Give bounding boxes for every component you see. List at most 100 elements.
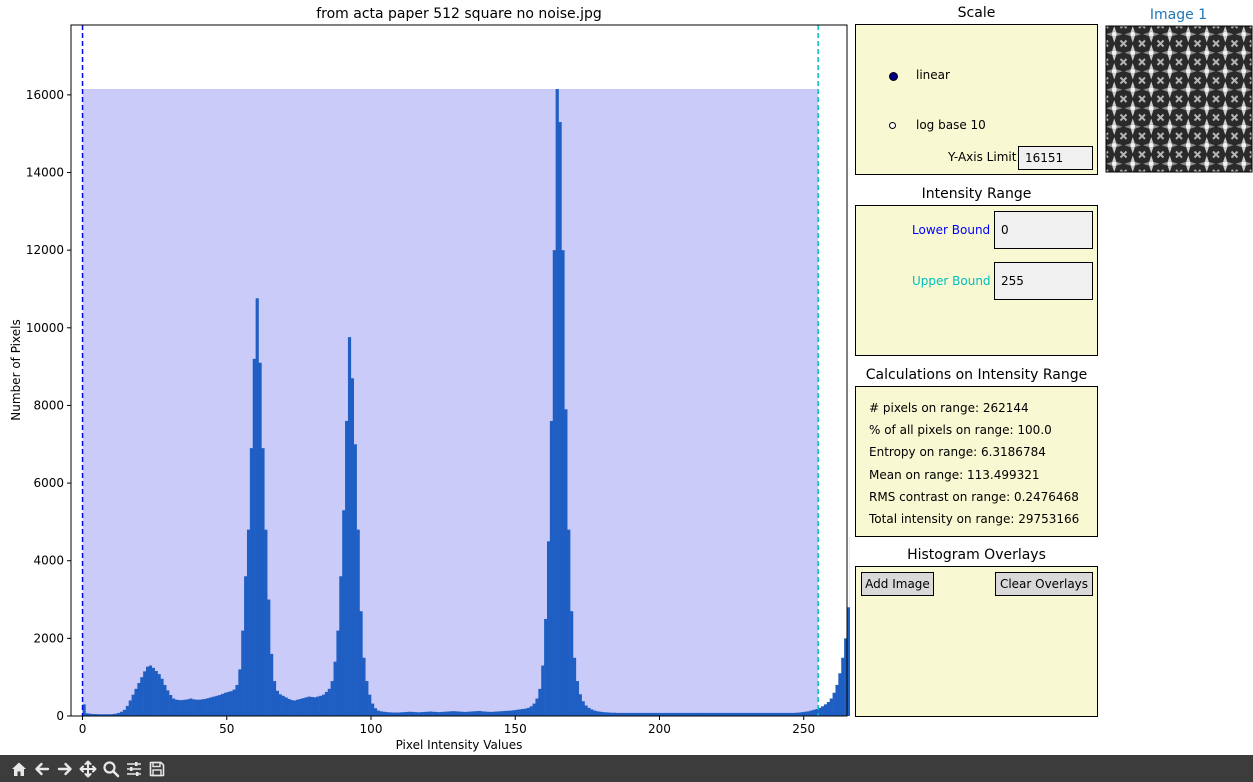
histogram-bar: [125, 705, 129, 716]
histogram-bar: [319, 695, 323, 716]
pan-icon[interactable]: [77, 758, 98, 779]
histogram-bar: [460, 711, 464, 716]
zoom-icon[interactable]: [100, 758, 121, 779]
histogram-bar: [457, 711, 461, 716]
image-thumbnail[interactable]: [1105, 25, 1253, 173]
histogram-bar: [272, 681, 277, 716]
histogram-bar: [117, 712, 121, 716]
histogram-bar: [420, 712, 424, 716]
y-tick-label: 2000: [33, 631, 64, 645]
histogram-bar: [267, 599, 271, 716]
histogram-bar: [417, 712, 421, 716]
histogram-bar: [486, 711, 490, 716]
histogram-bar: [143, 671, 147, 716]
thumbnail-title: Image 1: [1149, 7, 1208, 23]
histogram-bar: [800, 712, 805, 716]
calc-line-total: Total intensity on range: 29753166: [869, 512, 1080, 526]
histogram-bar: [157, 674, 161, 716]
histogram-bar: [561, 250, 565, 717]
histogram-bar: [324, 691, 329, 716]
histogram-bar: [195, 699, 199, 716]
histogram-bar: [771, 712, 776, 716]
histogram-bar: [544, 618, 548, 716]
histogram-bar: [823, 704, 828, 716]
histogram-bar: [740, 712, 744, 716]
histogram-bar: [748, 712, 753, 716]
histogram-bar: [575, 681, 580, 716]
histogram-bar: [578, 694, 582, 716]
histogram-bar: [746, 712, 750, 716]
histogram-bar: [111, 714, 115, 716]
histogram-bar: [795, 712, 799, 716]
histogram-bar: [642, 712, 646, 716]
histogram-bar: [676, 712, 680, 716]
histogram-bar: [466, 711, 470, 716]
histogram-bar: [647, 712, 652, 716]
histogram-bar: [633, 712, 637, 716]
save-icon[interactable]: [146, 758, 167, 779]
y-tick-label: 14000: [26, 166, 64, 180]
histogram-bar: [694, 712, 698, 716]
histogram-bar: [751, 712, 755, 716]
histogram-bar: [102, 714, 106, 716]
histogram-bar: [304, 697, 308, 716]
histogram-bar: [206, 698, 210, 716]
overlays-panel-title: Histogram Overlays: [907, 547, 1046, 563]
configure-icon[interactable]: [123, 758, 144, 779]
histogram-bar: [275, 690, 280, 716]
histogram-bar: [523, 708, 528, 716]
histogram-bar: [238, 669, 242, 716]
forward-icon[interactable]: [54, 758, 75, 779]
y-axis-limit-input[interactable]: 16151: [1018, 146, 1093, 170]
histogram-bar: [154, 670, 158, 716]
histogram-bar: [350, 378, 355, 716]
histogram-chart[interactable]: from acta paper 512 square no noise.jpg …: [0, 0, 850, 755]
histogram-bar: [639, 712, 643, 716]
histogram-bar: [425, 711, 430, 716]
plot-frame: [70, 24, 848, 717]
radio-linear[interactable]: linear: [886, 68, 986, 84]
histogram-bar: [685, 712, 689, 716]
chart-title: from acta paper 512 square no noise.jpg: [316, 6, 602, 22]
upper-bound-input[interactable]: 255: [994, 262, 1093, 300]
lower-bound-input[interactable]: 0: [994, 211, 1093, 249]
histogram-bar: [832, 692, 836, 716]
histogram-bar: [431, 711, 435, 716]
histogram-bar: [665, 712, 669, 716]
histogram-bar: [503, 710, 507, 716]
x-tick-label: 100: [360, 722, 383, 736]
histogram-bar: [621, 712, 626, 716]
add-image-button[interactable]: Add Image: [861, 572, 934, 596]
histogram-bar: [696, 712, 701, 716]
histogram-bar: [844, 638, 848, 716]
histogram-bar: [500, 711, 505, 716]
histogram-bar: [656, 712, 660, 716]
clear-overlays-button[interactable]: Clear Overlays: [995, 572, 1093, 596]
histogram-bar: [645, 712, 649, 716]
histogram-bar: [555, 89, 559, 717]
histogram-bar: [451, 711, 455, 716]
radio-log[interactable]: log base 10: [886, 118, 1016, 134]
histogram-bar: [769, 712, 773, 716]
histogram-bar: [94, 714, 98, 716]
histogram-bar: [382, 711, 386, 716]
histogram-bar: [581, 701, 585, 716]
calc-panel: # pixels on range: 262144 % of all pixel…: [855, 386, 1098, 537]
histogram-bar: [296, 699, 300, 716]
histogram-bar: [151, 667, 155, 716]
histogram-bar: [131, 694, 135, 716]
y-axis-limit-label: Y-Axis Limit: [948, 150, 1017, 164]
histogram-bar: [541, 665, 545, 716]
calc-line-rms: RMS contrast on range: 0.2476468: [869, 490, 1079, 504]
histogram-bar: [668, 712, 672, 716]
histogram-bar: [99, 714, 104, 716]
histogram-bar: [215, 695, 219, 716]
home-icon[interactable]: [8, 758, 29, 779]
x-tick-label: 50: [219, 722, 234, 736]
histogram-bar: [558, 122, 562, 717]
histogram-bar: [590, 709, 594, 716]
histogram-bar: [572, 657, 577, 716]
histogram-bar: [330, 681, 334, 716]
histogram-bar: [477, 710, 481, 716]
back-icon[interactable]: [31, 758, 52, 779]
